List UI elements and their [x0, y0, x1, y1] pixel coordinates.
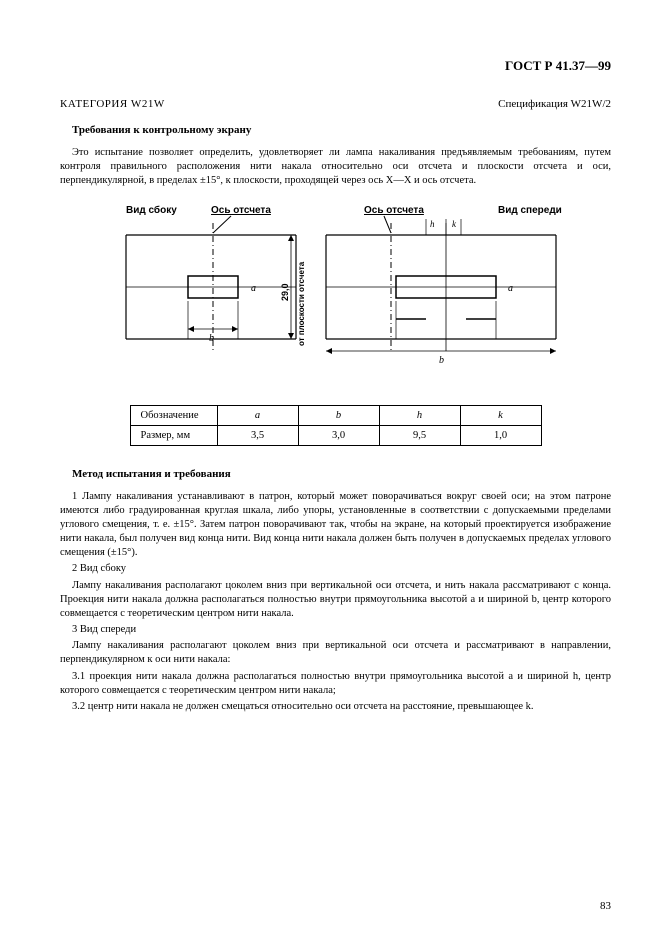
table-cell: 3,5	[217, 425, 298, 445]
table-cell: b	[298, 405, 379, 425]
method-p3: Лампу накаливания располагают цоколем вн…	[60, 579, 611, 622]
dim-29: 29,0	[280, 283, 290, 301]
dim-b-left: b	[209, 333, 214, 344]
intro-paragraph: Это испытание позволяет определить, удов…	[60, 146, 611, 189]
method-p6: 3.1 проекция нити накала должна располаг…	[60, 670, 611, 698]
method-block: 1 Лампу накаливания устанавливают в патр…	[60, 490, 611, 715]
label-ref-axis-2: Ось отсчета	[364, 205, 424, 216]
page-number: 83	[600, 900, 611, 912]
table-cell: k	[460, 405, 541, 425]
table-cell: 3,0	[298, 425, 379, 445]
table-cell: 9,5	[379, 425, 460, 445]
dimensions-table: Обозначение a b h k Размер, мм 3,5 3,0 9…	[130, 405, 542, 446]
section-title-requirements: Требования к контрольному экрану	[72, 124, 611, 136]
dim-k-top: k	[452, 219, 457, 229]
page: ГОСТ Р 41.37—99 КАТЕГОРИЯ W21W Специфика…	[0, 0, 661, 936]
title-bar: КАТЕГОРИЯ W21W Спецификация W21W/2	[60, 98, 611, 110]
spec-label: Спецификация W21W/2	[498, 98, 611, 110]
dim-a-right: a	[508, 283, 513, 294]
document-id: ГОСТ Р 41.37—99	[60, 58, 611, 74]
method-p2: 2 Вид сбоку	[60, 562, 611, 576]
method-p5: Лампу накаливания располагают цоколем вн…	[60, 639, 611, 667]
dim-h-top: h	[430, 219, 435, 229]
method-p7: 3.2 центр нити накала не должен смещатьс…	[60, 700, 611, 714]
table-cell: a	[217, 405, 298, 425]
table-cell: 1,0	[460, 425, 541, 445]
table-cell: Размер, мм	[130, 425, 217, 445]
table-cell: h	[379, 405, 460, 425]
table-row: Обозначение a b h k	[130, 405, 541, 425]
method-p4: 3 Вид спереди	[60, 623, 611, 637]
method-p1: 1 Лампу накаливания устанавливают в патр…	[60, 490, 611, 561]
table-cell: Обозначение	[130, 405, 217, 425]
dim-a-left: a	[251, 283, 256, 294]
dim-29-sub: от плоскости отсчета	[297, 261, 306, 346]
label-front-view: Вид спереди	[498, 205, 562, 216]
dim-b-right: b	[439, 355, 444, 366]
section-title-method: Метод испытания и требования	[72, 468, 611, 480]
table-row: Размер, мм 3,5 3,0 9,5 1,0	[130, 425, 541, 445]
label-ref-axis-1: Ось отсчета	[211, 205, 271, 216]
diagram-container: Вид сбоку Ось отсчета Ось отсчета Вид сп…	[60, 201, 611, 391]
technical-diagram: Вид сбоку Ось отсчета Ось отсчета Вид сп…	[96, 201, 576, 391]
category-label: КАТЕГОРИЯ W21W	[60, 98, 165, 110]
label-side-view: Вид сбоку	[126, 204, 177, 216]
